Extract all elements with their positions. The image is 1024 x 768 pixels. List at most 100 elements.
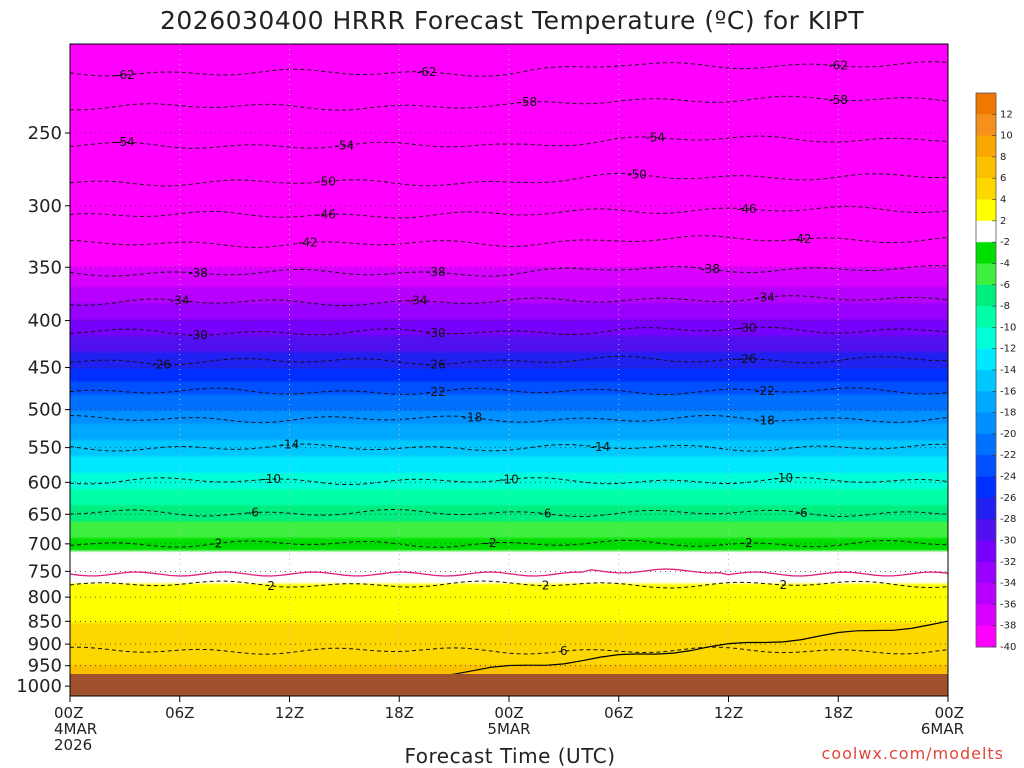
colorbar-swatch xyxy=(976,114,996,137)
colorbar-label: -28 xyxy=(1000,514,1016,525)
y-tick-label: 550 xyxy=(28,438,62,459)
contour-label: -10 xyxy=(774,471,794,485)
colorbar-swatch xyxy=(976,348,996,371)
contour-label: -38 xyxy=(426,265,446,279)
colorbar-swatch xyxy=(976,604,996,627)
contour-label: -6 xyxy=(796,506,808,520)
contour-label: -46 xyxy=(316,207,336,221)
colorbar-label: -20 xyxy=(1000,429,1016,440)
colorbar-swatch xyxy=(976,433,996,456)
y-tick-label: 600 xyxy=(28,472,62,493)
contour-label: -54 xyxy=(335,139,355,153)
x-tick-label: 00Z xyxy=(935,704,964,722)
contour-label: -22 xyxy=(755,384,775,398)
contour-label: -54 xyxy=(646,130,666,144)
colorbar-swatch xyxy=(976,242,996,264)
colorbar-label: -2 xyxy=(1000,237,1010,248)
colorbar-swatch xyxy=(976,93,996,115)
colorbar-label: 12 xyxy=(1000,109,1013,120)
colorbar-label: -30 xyxy=(1000,535,1016,546)
colorbar-label: -6 xyxy=(1000,280,1010,291)
colorbar-label: -40 xyxy=(1000,642,1016,653)
y-tick-label: 650 xyxy=(28,504,62,525)
colorbar-swatch xyxy=(976,455,996,477)
colorbar-label: -12 xyxy=(1000,344,1016,355)
colorbar-swatch xyxy=(976,412,996,435)
colorbar-label: 6 xyxy=(1000,173,1006,184)
contour-label: -50 xyxy=(316,174,336,188)
colorbar-label: -10 xyxy=(1000,322,1016,333)
x-tick-date: 6MAR xyxy=(921,720,964,738)
y-tick-label: 500 xyxy=(28,400,62,421)
contour-label: -30 xyxy=(737,321,757,335)
contour-label: 2 xyxy=(542,579,550,593)
colorbar-label: -22 xyxy=(1000,450,1016,461)
colorbar-swatch xyxy=(976,561,996,584)
colorbar-label: -8 xyxy=(1000,301,1010,312)
colorbar-swatch xyxy=(976,199,996,222)
colorbar-label: -36 xyxy=(1000,599,1016,610)
colorbar-swatch xyxy=(976,263,996,286)
x-tick-date: 5MAR xyxy=(487,720,530,738)
contour-label: -34 xyxy=(755,291,775,305)
grid-lines xyxy=(70,44,948,696)
contour-label: -2 xyxy=(485,536,497,550)
contour-label: -30 xyxy=(188,328,208,342)
contour-label: -6 xyxy=(540,507,552,521)
contour-label: -26 xyxy=(152,357,172,371)
y-tick-label: 700 xyxy=(28,534,62,555)
colorbar-swatch xyxy=(976,625,996,648)
colorbar-swatch xyxy=(976,476,996,499)
y-tick-label: 750 xyxy=(28,561,62,582)
y-tick-label: 850 xyxy=(28,611,62,632)
y-tick-label: 400 xyxy=(28,311,62,332)
contour-label: -14 xyxy=(280,438,300,452)
y-tick-label: 950 xyxy=(28,656,62,677)
plot-area xyxy=(70,44,948,696)
colorbar-label: 4 xyxy=(1000,195,1006,206)
colorbar: 12 10 8 6 4 2 -2 -4 -6 -8 -10 -12 -14 -16 -18 -20 -22 -24… xyxy=(975,92,1016,653)
colorbar-label: 8 xyxy=(1000,152,1006,163)
colorbar-swatch xyxy=(976,135,996,158)
contour-label: -2 xyxy=(741,536,753,550)
y-tick-label: 300 xyxy=(28,196,62,217)
colorbar-swatch xyxy=(976,519,996,541)
ground-below-surface xyxy=(70,674,948,696)
y-tick-label: 1000 xyxy=(16,676,62,697)
colorbar-label: -14 xyxy=(1000,365,1016,376)
colorbar-swatch xyxy=(976,497,996,520)
contour-label: -38 xyxy=(700,262,720,276)
y-tick-label: 900 xyxy=(28,634,62,655)
colorbar-swatch xyxy=(976,327,996,350)
colorbar-label: -16 xyxy=(1000,386,1016,397)
y-tick-label: 350 xyxy=(28,257,62,278)
x-tick-label: 12Z xyxy=(714,704,743,722)
colorbar-swatch xyxy=(976,583,996,605)
colorbar-label: -26 xyxy=(1000,493,1016,504)
contour-labels: -62 -62 -62-58 -58-54 -54-54-50-50-46 -46-42-… xyxy=(115,59,848,658)
y-tick-label: 800 xyxy=(28,587,62,608)
contour-label: 6 xyxy=(560,644,568,658)
contour-label: -2 xyxy=(210,537,222,551)
contour-label: -54 xyxy=(115,135,135,149)
colorbar-swatch xyxy=(976,284,996,307)
x-tick-year: 2026 xyxy=(54,736,92,754)
colorbar-label: -24 xyxy=(1000,472,1016,483)
contour-label: -46 xyxy=(737,202,757,216)
contour-label: -18 xyxy=(755,413,775,427)
contour-label: -26 xyxy=(426,358,446,372)
contour-label: -30 xyxy=(426,326,446,340)
contour-label: -62 xyxy=(828,59,848,73)
watermark: coolwx.com/modelts xyxy=(821,744,1004,763)
colorbar-label: -18 xyxy=(1000,408,1016,419)
x-axis-label: Forecast Time (UTC) xyxy=(404,744,616,768)
contour-label: -6 xyxy=(247,506,259,520)
y-tick-label: 450 xyxy=(28,358,62,379)
x-tick-label: 18Z xyxy=(385,704,414,722)
colorbar-label: -34 xyxy=(1000,578,1016,589)
x-tick-label: 00Z xyxy=(54,704,83,722)
colorbar-swatch xyxy=(976,540,996,563)
colorbar-label: 2 xyxy=(1000,216,1006,227)
